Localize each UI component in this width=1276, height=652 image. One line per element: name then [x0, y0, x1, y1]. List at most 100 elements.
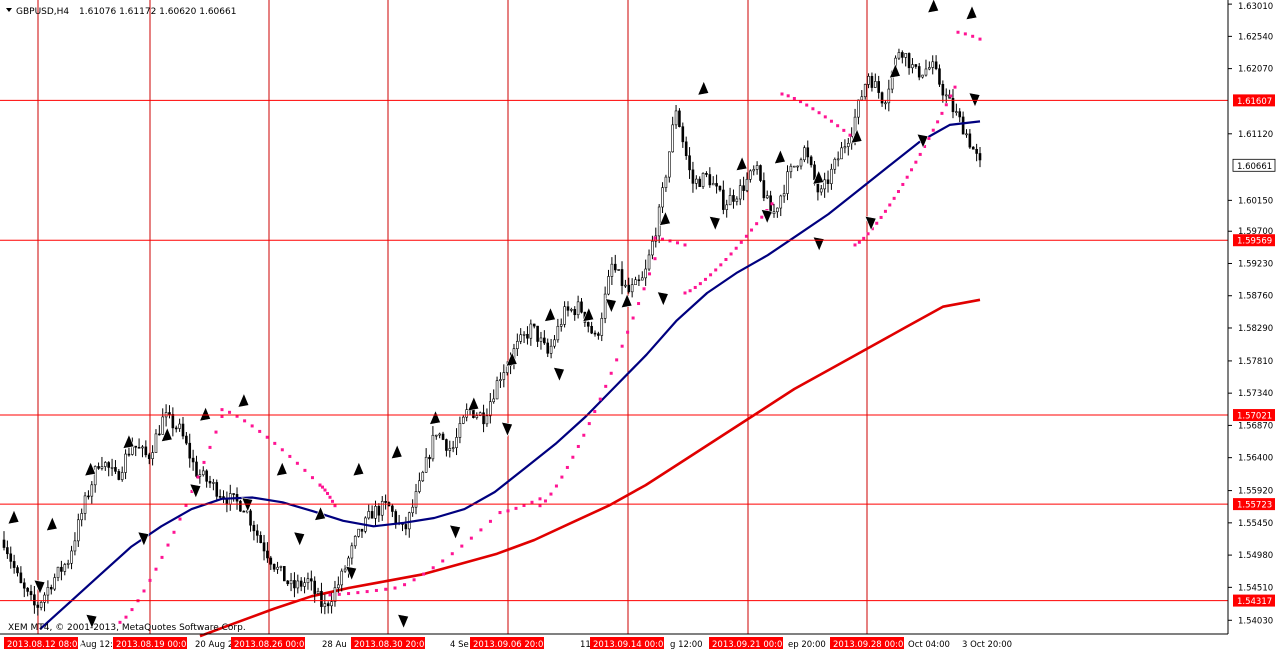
price-tick-label: 1.62540	[1238, 32, 1273, 42]
candle-body	[566, 306, 570, 311]
sar-dot	[786, 94, 790, 98]
candle-body	[765, 195, 769, 199]
sar-dot	[538, 504, 542, 508]
sar-dot	[823, 115, 827, 119]
candle-body	[870, 76, 874, 88]
candle-body	[212, 482, 215, 484]
fractal-down-icon	[501, 421, 513, 437]
sar-dot	[208, 445, 212, 449]
candle-body	[678, 110, 681, 127]
candle-body	[705, 173, 708, 175]
candle-body	[499, 379, 502, 382]
candle-body	[252, 524, 256, 532]
candle-body	[6, 547, 9, 555]
candle-body	[310, 578, 313, 582]
candle-body	[66, 562, 70, 565]
candle-body	[529, 323, 533, 339]
candle-body	[924, 68, 928, 76]
candle-body	[141, 446, 144, 449]
candle-body	[556, 326, 560, 341]
horizontal-levels[interactable]: 1.61607 1.59569 1.57021 1.55723 1.54317	[0, 94, 1275, 607]
candle-body	[53, 577, 56, 590]
candle-body	[154, 433, 158, 453]
fractal-down-icon	[137, 531, 150, 547]
fractal-down-icon	[552, 366, 565, 383]
sar-dot	[160, 555, 164, 559]
candle-body	[796, 165, 799, 168]
fractal-up-icon	[199, 406, 212, 422]
candle-body	[772, 211, 776, 214]
candle-body	[934, 61, 938, 70]
price-tick-label: 1.55920	[1238, 487, 1273, 497]
sar-dot	[875, 221, 879, 225]
candle-body	[418, 480, 421, 492]
candle-body	[380, 500, 384, 516]
candle-body	[76, 519, 80, 542]
candle-body	[36, 604, 40, 608]
candle-body	[12, 561, 16, 568]
period-label-bg	[470, 637, 544, 649]
sar-dot	[196, 475, 200, 479]
candle-body	[293, 580, 296, 589]
candle-body	[29, 591, 33, 596]
sar-dot	[829, 119, 833, 123]
candle-body	[475, 415, 479, 418]
sar-dot	[549, 492, 553, 496]
candle-body	[26, 587, 29, 592]
candle-body	[313, 580, 316, 594]
candle-body	[46, 587, 50, 596]
candle-body	[16, 567, 19, 574]
candle-body	[634, 279, 637, 286]
candle-body	[434, 434, 438, 437]
sar-dot	[857, 240, 861, 244]
period-label-bg	[113, 637, 187, 649]
sar-dot	[374, 588, 378, 592]
candle-body	[134, 445, 138, 448]
candle-body	[877, 81, 880, 93]
candle-body	[657, 206, 661, 237]
fractal-up-icon	[582, 306, 595, 322]
candle-body	[445, 439, 448, 451]
sar-dot	[714, 268, 718, 272]
price-tick-label: 1.59230	[1238, 259, 1273, 269]
chevron-down-icon[interactable]	[6, 8, 12, 12]
fractal-up-icon	[658, 210, 671, 226]
candle-body	[711, 183, 715, 186]
sar-dot	[488, 519, 492, 523]
sar-dot	[323, 488, 327, 492]
sar-dot	[703, 277, 707, 281]
level-label: 1.59569	[1237, 237, 1272, 247]
grid-lines	[37, 0, 868, 634]
candle-body	[100, 466, 104, 469]
candle-body	[249, 510, 252, 526]
candle-body	[49, 587, 53, 590]
sar-dot	[326, 491, 329, 495]
candle-body	[522, 333, 526, 336]
sar-dot	[914, 160, 918, 164]
candle-body	[114, 467, 117, 472]
price-tick-label: 1.59700	[1238, 227, 1273, 237]
sar-dot	[653, 257, 657, 261]
sar-dot	[805, 103, 809, 107]
sar-dot	[879, 215, 883, 219]
candle-body	[56, 566, 60, 578]
candle-body	[286, 580, 289, 585]
candle-body	[752, 169, 756, 172]
candle-body	[73, 540, 77, 552]
fractal-up-icon	[237, 392, 250, 408]
sar-dot	[514, 506, 518, 510]
sar-dot	[811, 107, 815, 111]
sar-dot	[347, 592, 351, 596]
candle-body	[316, 590, 320, 594]
candle-body	[330, 601, 333, 607]
candle-body	[938, 68, 941, 85]
sar-dot	[842, 128, 846, 132]
sar-dot	[328, 495, 332, 499]
candle-body	[195, 461, 198, 477]
candle-body	[971, 146, 975, 150]
sar-dot	[615, 358, 619, 362]
sar-dot	[901, 182, 905, 186]
candle-body	[671, 124, 674, 153]
